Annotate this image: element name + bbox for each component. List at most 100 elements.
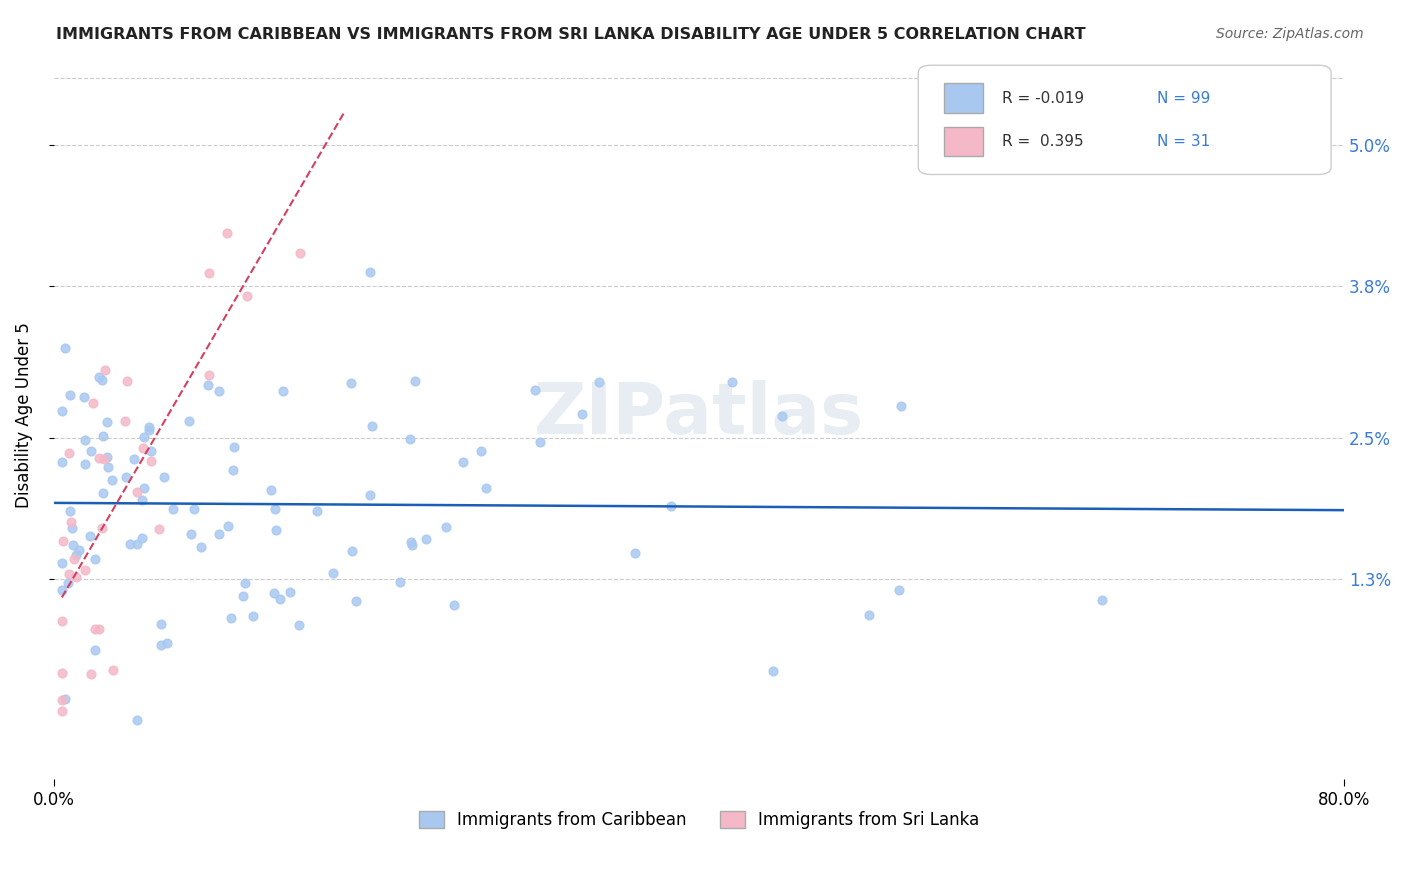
- Point: [208, 527, 231, 541]
- Legend: Immigrants from Caribbean, Immigrants from Sri Lanka: Immigrants from Caribbean, Immigrants fr…: [412, 805, 986, 836]
- Point: [127, 713, 149, 727]
- Point: [51, 693, 73, 707]
- Point: [388, 574, 411, 589]
- Point: [271, 384, 294, 398]
- Point: [523, 383, 546, 397]
- Point: [87, 370, 110, 384]
- Point: [79, 443, 101, 458]
- Point: [399, 432, 422, 446]
- Point: [96, 450, 118, 464]
- Point: [139, 444, 162, 458]
- Point: [288, 618, 311, 632]
- Point: [221, 611, 243, 625]
- Point: [887, 583, 910, 598]
- Point: [59, 387, 82, 401]
- Point: [62, 521, 84, 535]
- Point: [177, 414, 200, 428]
- Point: [162, 501, 184, 516]
- Point: [470, 443, 492, 458]
- Point: [150, 638, 173, 652]
- Point: [659, 499, 682, 513]
- Point: [97, 459, 120, 474]
- Point: [588, 375, 610, 389]
- Point: [451, 455, 474, 469]
- Point: [288, 246, 311, 260]
- Text: R =  0.395: R = 0.395: [1002, 134, 1084, 149]
- Point: [236, 289, 259, 303]
- Point: [153, 470, 176, 484]
- Point: [51, 556, 73, 570]
- Point: [721, 375, 744, 389]
- Text: N = 99: N = 99: [1157, 90, 1211, 105]
- Point: [132, 481, 155, 495]
- Point: [359, 265, 381, 279]
- Y-axis label: Disability Age Under 5: Disability Age Under 5: [15, 322, 32, 508]
- Point: [415, 532, 437, 546]
- Point: [148, 522, 170, 536]
- Point: [278, 585, 301, 599]
- Point: [149, 617, 172, 632]
- Point: [156, 636, 179, 650]
- Point: [339, 376, 361, 390]
- Point: [322, 566, 344, 580]
- Point: [222, 463, 245, 477]
- Point: [80, 666, 103, 681]
- Point: [91, 429, 114, 443]
- FancyBboxPatch shape: [918, 65, 1331, 175]
- Point: [359, 488, 381, 502]
- Point: [399, 534, 422, 549]
- FancyBboxPatch shape: [943, 84, 983, 112]
- Point: [87, 622, 110, 636]
- Point: [72, 390, 94, 404]
- Point: [65, 549, 87, 563]
- Point: [101, 664, 124, 678]
- Point: [65, 570, 87, 584]
- Point: [215, 226, 238, 240]
- Point: [198, 266, 221, 280]
- Point: [125, 484, 148, 499]
- Point: [83, 622, 105, 636]
- Point: [120, 536, 142, 550]
- Point: [73, 433, 96, 447]
- Point: [190, 540, 212, 554]
- Point: [134, 430, 156, 444]
- Point: [232, 589, 254, 603]
- Point: [180, 527, 202, 541]
- Point: [264, 524, 287, 538]
- Point: [58, 446, 80, 460]
- Point: [51, 614, 73, 628]
- Point: [443, 598, 465, 612]
- Point: [571, 407, 593, 421]
- Point: [770, 409, 793, 423]
- Point: [51, 583, 73, 598]
- Point: [183, 502, 205, 516]
- Point: [260, 483, 283, 497]
- Point: [114, 414, 136, 428]
- Point: [222, 440, 245, 454]
- Text: Source: ZipAtlas.com: Source: ZipAtlas.com: [1216, 27, 1364, 41]
- Point: [127, 537, 149, 551]
- Point: [890, 399, 912, 413]
- Point: [401, 538, 423, 552]
- Point: [115, 374, 138, 388]
- Point: [58, 576, 80, 591]
- Point: [83, 642, 105, 657]
- Point: [138, 420, 160, 434]
- Point: [132, 441, 155, 455]
- Point: [51, 704, 73, 718]
- Point: [83, 552, 105, 566]
- Point: [67, 542, 90, 557]
- Point: [59, 515, 82, 529]
- Point: [52, 533, 75, 548]
- Point: [475, 481, 498, 495]
- Text: ZIPatlas: ZIPatlas: [534, 380, 863, 450]
- Point: [79, 529, 101, 543]
- Text: N = 31: N = 31: [1157, 134, 1211, 149]
- Point: [623, 546, 645, 560]
- Point: [131, 532, 153, 546]
- Point: [207, 384, 229, 398]
- Point: [529, 435, 551, 450]
- Point: [90, 521, 112, 535]
- Point: [53, 342, 76, 356]
- Point: [96, 416, 118, 430]
